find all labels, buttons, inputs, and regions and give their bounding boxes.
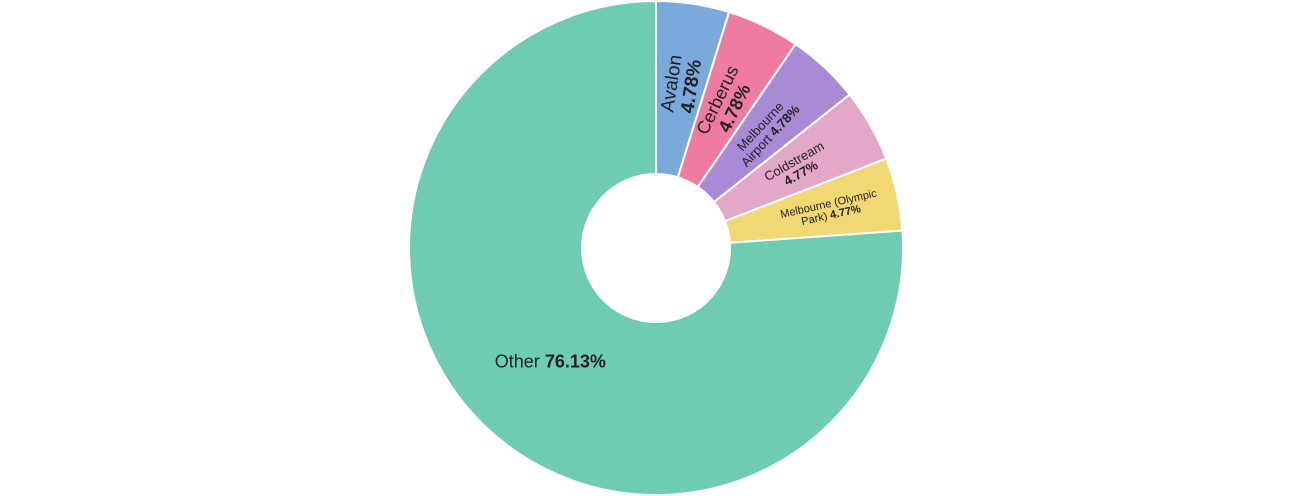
label-avalon: Avalon4.78% [657,53,706,116]
slice-other[interactable] [408,0,904,496]
label-percent: 76.13% [545,352,606,372]
label-name-part: Other [495,352,545,372]
slices-group [408,0,904,496]
label-other: Other 76.13% [495,352,606,372]
